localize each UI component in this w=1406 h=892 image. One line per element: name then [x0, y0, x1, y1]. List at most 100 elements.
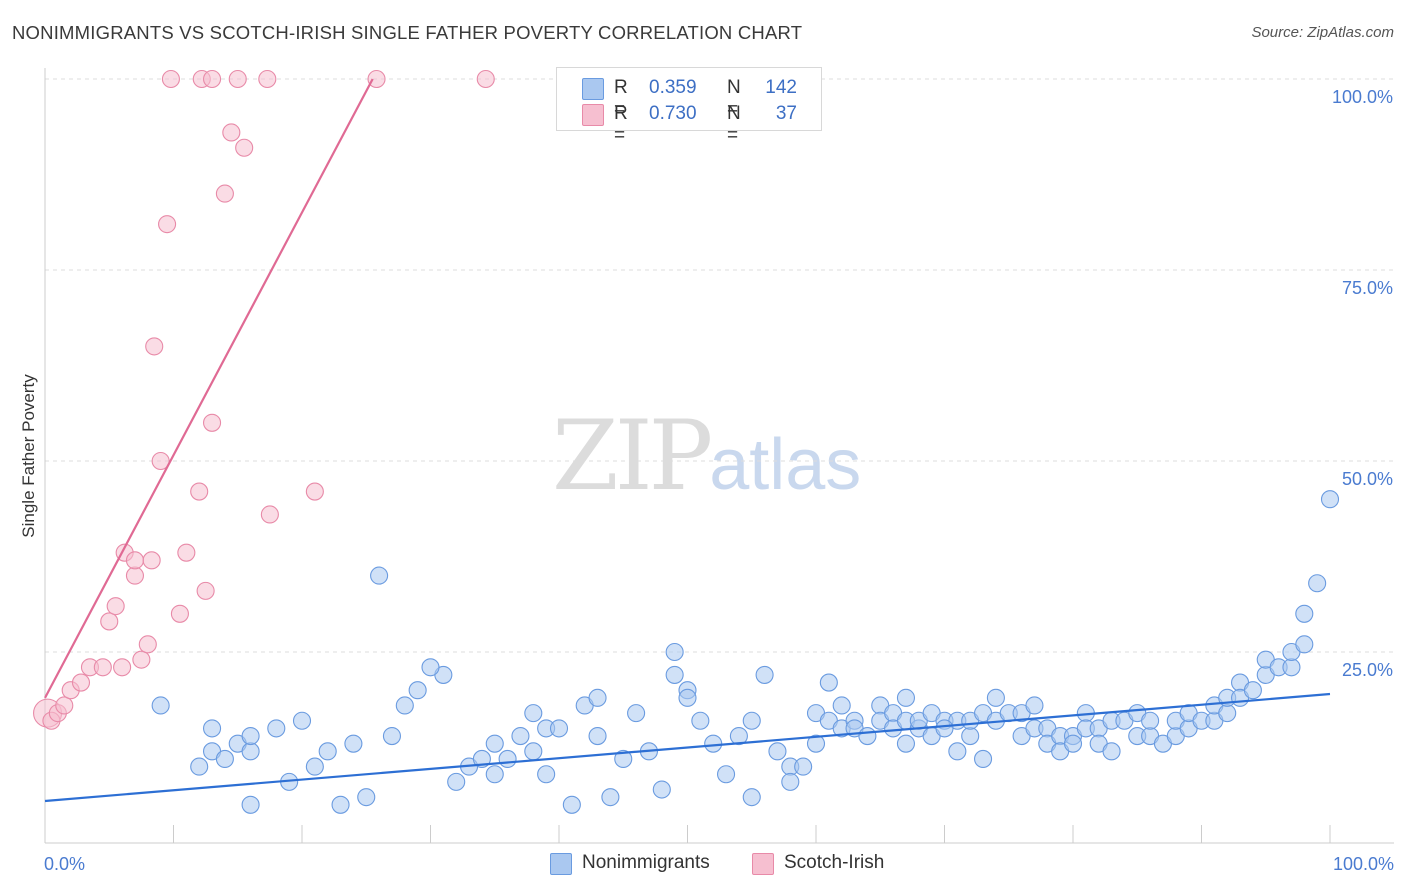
- nonimmigrants-point: [485, 734, 504, 753]
- legend-r-label: R =: [614, 77, 628, 120]
- nonimmigrants-point: [562, 795, 581, 814]
- y-tick-label: 100.0%: [1332, 87, 1393, 107]
- axis-labels: 100.0% 75.0% 50.0% 25.0% 0.0% 100.0% Single Fa…: [19, 87, 1394, 874]
- scotch-irish-point: [161, 69, 180, 89]
- nonimmigrants-point: [614, 749, 633, 769]
- nonimmigrants-point: [627, 704, 646, 723]
- nonimmigrants-point: [267, 719, 286, 738]
- watermark-atlas: atlas: [709, 425, 862, 505]
- nonimmigrants-point: [742, 788, 761, 807]
- gridlines: [45, 78, 1394, 653]
- nonimmigrants-point: [485, 765, 504, 784]
- x-tick-label: 0.0%: [44, 854, 85, 874]
- nonimmigrants-point: [1063, 734, 1083, 753]
- scotch-irish-trend-line: [44, 78, 374, 699]
- x-tick-label: 100.0%: [1333, 854, 1394, 874]
- nonimmigrants-trend-line: [44, 692, 1331, 803]
- nonimmigrants-point: [896, 734, 916, 753]
- nonimmigrants-point: [1025, 696, 1044, 715]
- nonimmigrants-point: [716, 765, 736, 784]
- nonimmigrants-point: [935, 719, 954, 738]
- scotch-irish-point: [170, 604, 189, 623]
- nonimmigrants-point: [524, 742, 543, 761]
- nonimmigrants-point: [806, 734, 826, 753]
- scotch-irish-point: [190, 482, 209, 501]
- legend-n-value: 37: [775, 103, 797, 124]
- scotch-irish-point: [476, 69, 495, 89]
- nonimmigrants-point: [511, 726, 530, 746]
- scotch-irish-point: [145, 337, 164, 356]
- nonimmigrants-point: [151, 696, 170, 715]
- legend-swatch-blue: [582, 78, 604, 100]
- nonimmigrants-point: [524, 704, 543, 723]
- legend-n-label: N =: [727, 103, 741, 146]
- nonimmigrants-point: [241, 726, 260, 746]
- nonimmigrants-point: [447, 772, 466, 791]
- scotch-irish-point: [100, 612, 119, 631]
- legend-r-label: R =: [614, 103, 628, 146]
- nonimmigrants-point: [832, 696, 851, 715]
- nonimmigrants-point: [331, 795, 350, 814]
- nonimmigrants-point: [382, 726, 402, 746]
- scotch-irish-point: [235, 138, 254, 157]
- scotch-irish-point: [142, 551, 161, 570]
- scotch-irish-point: [203, 69, 222, 89]
- scotch-irish-point: [125, 566, 144, 585]
- scotch-irish-point: [106, 597, 125, 616]
- nonimmigrants-point: [665, 665, 684, 684]
- nonimmigrants-point: [588, 688, 607, 707]
- scotch-irish-point: [215, 184, 234, 203]
- scotch-irish-point: [113, 658, 132, 677]
- scotch-irish-point: [177, 543, 196, 562]
- nonimmigrants-point: [729, 726, 748, 746]
- nonimmigrants-point: [1282, 658, 1301, 677]
- chart-title: NONIMMIGRANTS VS SCOTCH-IRISH SINGLE FAT…: [12, 22, 803, 43]
- nonimmigrants-point: [858, 726, 877, 746]
- nonimmigrants-point: [549, 719, 569, 738]
- nonimmigrants-point: [1320, 490, 1340, 509]
- nonimmigrants-point: [241, 742, 260, 761]
- legend-r-value: 0.359: [649, 77, 697, 98]
- scotch-irish-point: [203, 413, 222, 432]
- y-tick-label: 25.0%: [1342, 660, 1393, 680]
- scotch-irish-point: [305, 482, 324, 501]
- nonimmigrants-point: [755, 665, 774, 684]
- nonimmigrants-point: [781, 772, 800, 791]
- nonimmigrants-point: [1141, 711, 1160, 730]
- watermark-zip: ZIP: [552, 400, 713, 512]
- bottom-legend-label: Scotch-Irish: [784, 852, 885, 873]
- nonimmigrants-point: [357, 788, 376, 807]
- scotch-irish-point: [196, 581, 215, 600]
- nonimmigrants-point: [203, 719, 222, 738]
- series-scotch-irish: [33, 69, 495, 730]
- scotch-irish-point: [367, 69, 386, 89]
- bottom-legend-swatch-blue: [550, 853, 572, 875]
- nonimmigrants-point: [190, 757, 209, 776]
- nonimmigrants-point: [948, 742, 967, 761]
- nonimmigrants-point: [588, 726, 607, 746]
- nonimmigrants-point: [986, 688, 1005, 707]
- scotch-irish-point: [158, 215, 177, 234]
- nonimmigrants-point: [1308, 574, 1327, 593]
- bottom-legend-swatch-pink: [752, 853, 774, 875]
- nonimmigrants-point: [794, 757, 813, 776]
- scotch-irish-point: [258, 69, 277, 89]
- legend-swatch-pink: [582, 104, 604, 126]
- correlation-legend: R = 0.359 N = 142 R = 0.730 N = 37: [556, 67, 822, 146]
- nonimmigrants-point: [665, 642, 684, 662]
- scotch-irish-point: [151, 451, 170, 471]
- y-axis-title: Single Father Poverty: [19, 374, 38, 538]
- scotch-irish-point: [125, 551, 144, 570]
- scotch-irish-point: [222, 123, 241, 142]
- nonimmigrants-point: [370, 566, 389, 585]
- nonimmigrants-point: [601, 788, 620, 807]
- scotch-irish-point: [71, 673, 91, 692]
- nonimmigrants-point: [305, 757, 324, 776]
- nonimmigrants-point: [973, 749, 993, 769]
- nonimmigrants-point: [537, 765, 556, 784]
- legend-r-value: 0.730: [649, 103, 697, 124]
- nonimmigrants-point: [768, 742, 787, 761]
- scotch-irish-point: [55, 696, 74, 715]
- nonimmigrants-point: [678, 688, 697, 707]
